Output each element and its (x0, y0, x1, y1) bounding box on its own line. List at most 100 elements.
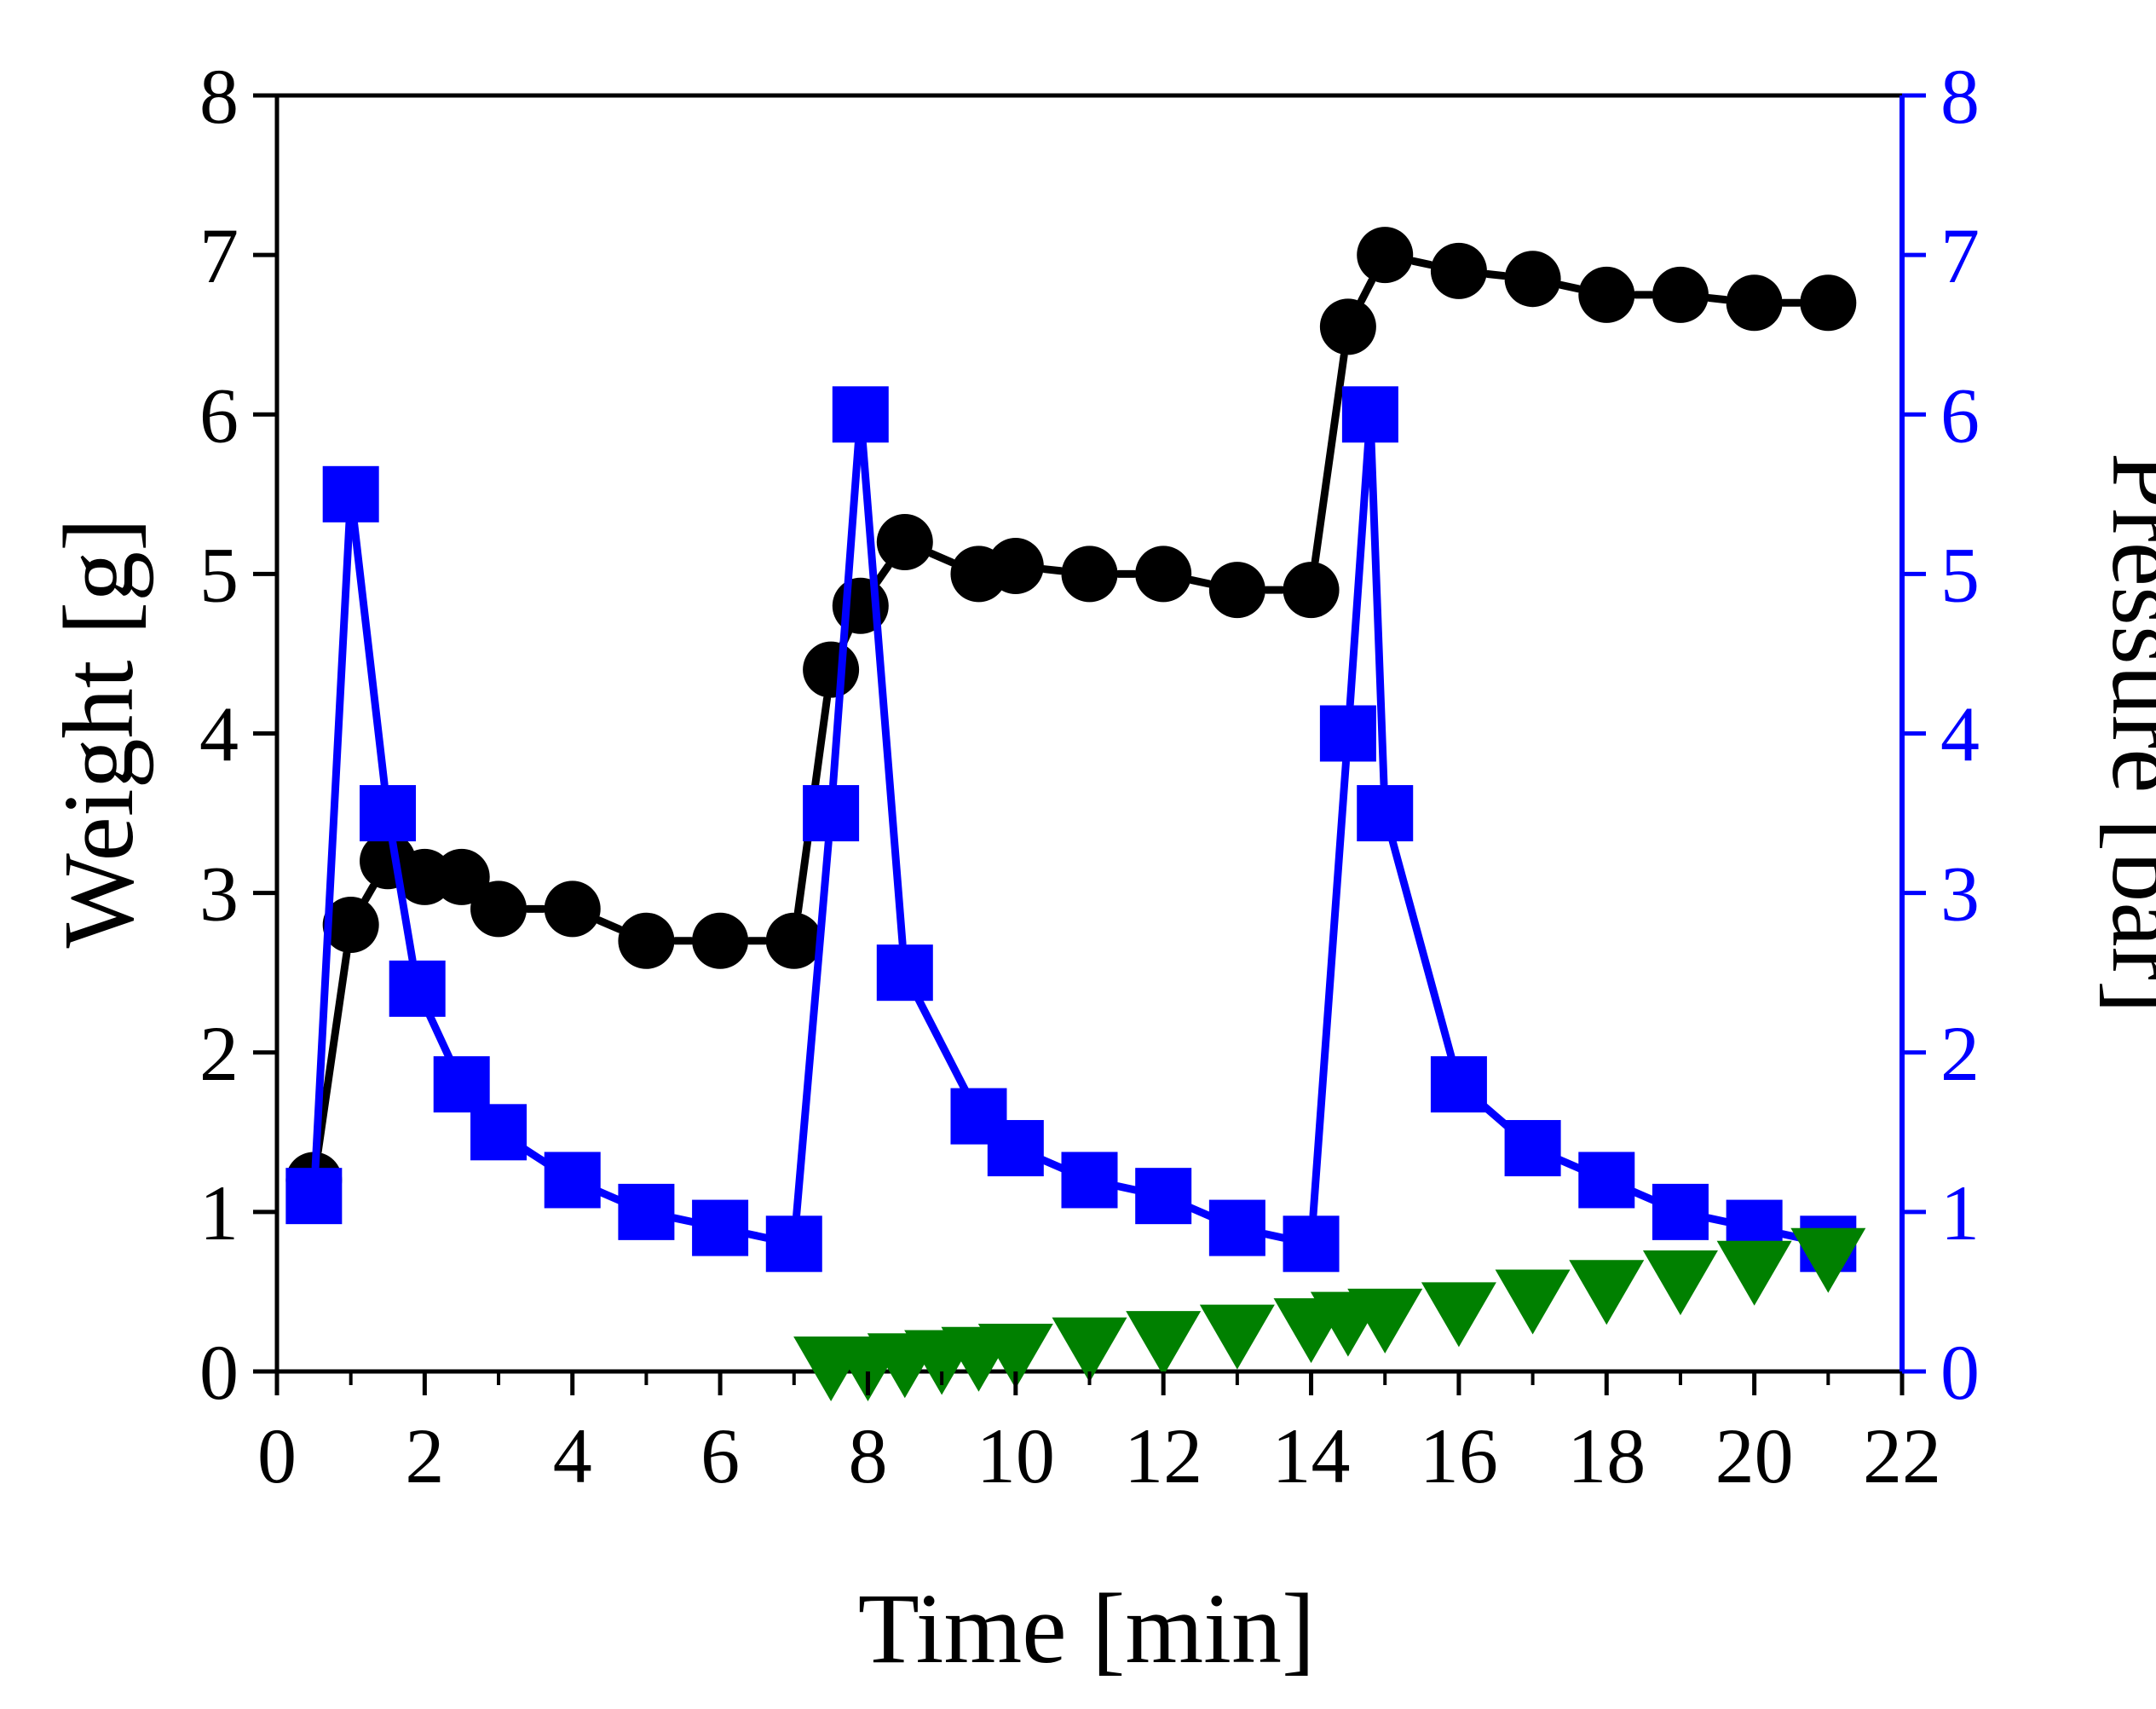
x-tick-label: 14 (1272, 1412, 1351, 1499)
pressure-line-segment (671, 1214, 696, 1226)
y-tick-label: 0 (199, 1329, 239, 1416)
pressure-point (1061, 1152, 1118, 1209)
pressure-line-segment (1114, 1182, 1139, 1194)
cumulative-weight-point (1569, 1260, 1645, 1325)
cumulative-weight-point (977, 1324, 1053, 1389)
weight-point (1578, 266, 1635, 323)
weight-line-segment (1557, 280, 1582, 293)
weight-line-segment (1484, 269, 1508, 280)
pressure-line-segment (595, 1187, 624, 1204)
pressure-point (765, 1215, 822, 1273)
y2-tick-label: 8 (1940, 53, 1980, 140)
y2-tick-label: 2 (1940, 1010, 1980, 1097)
weight-line-segment (361, 882, 378, 904)
weight-point (544, 880, 601, 938)
x-tick-label: 2 (405, 1412, 444, 1499)
y2-axis-title: Pressure [bar] (2091, 453, 2156, 1014)
weight-point (322, 897, 379, 954)
weight-line-segment (314, 950, 351, 1156)
pressure-point (832, 386, 889, 443)
weight-point (692, 912, 749, 969)
pressure-line-segment (350, 519, 389, 788)
weight-point (1800, 274, 1857, 332)
y-tick-label: 1 (199, 1169, 239, 1256)
pressure-line-segment (1388, 837, 1456, 1060)
y2-tick-label: 0 (1940, 1329, 1980, 1416)
weight-point (1283, 562, 1340, 619)
weight-point (987, 538, 1044, 595)
pressure-point (618, 1183, 675, 1240)
y2-tick-label: 6 (1940, 372, 1980, 459)
cumulative-weight-point (1347, 1288, 1423, 1354)
y-tick-label: 8 (199, 53, 239, 140)
pressure-point (389, 960, 446, 1017)
y-tick-label: 3 (199, 851, 239, 938)
pressure-line-segment (1555, 1156, 1584, 1173)
pressure-point (285, 1168, 343, 1225)
weight-line-segment (1041, 565, 1065, 575)
x-tick-label: 0 (257, 1412, 297, 1499)
weight-point (470, 880, 527, 938)
x-tick-label: 10 (977, 1412, 1055, 1499)
weight-line-segment (1311, 351, 1348, 565)
pressure-line-segment (744, 1230, 770, 1242)
pressure-point (470, 1104, 527, 1161)
pressure-line-segment (1261, 1230, 1287, 1242)
pressure-point (692, 1199, 749, 1256)
weight-point (1061, 546, 1118, 603)
y-tick-label: 2 (199, 1010, 239, 1097)
weight-point (1208, 562, 1265, 619)
pressure-point (322, 465, 379, 523)
pressure-line-segment (389, 838, 417, 964)
series-layer (285, 227, 1866, 1402)
y-tick-label: 7 (199, 212, 239, 299)
cumulative-weight-point (1126, 1311, 1202, 1377)
pressure-line-segment (1704, 1214, 1730, 1226)
pressure-point (1652, 1183, 1709, 1240)
weight-point (433, 848, 490, 905)
pressure-point (1430, 1056, 1487, 1113)
y2-tick-label: 7 (1940, 212, 1980, 299)
weight-line-segment (873, 562, 892, 586)
weight-point (1319, 298, 1376, 355)
y2-tick-label: 4 (1940, 691, 1980, 778)
y2-tick-label: 1 (1940, 1169, 1980, 1256)
pressure-line-segment (311, 519, 354, 1171)
x-tick-label: 8 (848, 1412, 887, 1499)
weight-line-segment (1187, 576, 1213, 588)
y-tick-label: 4 (199, 691, 239, 778)
weight-point (1726, 274, 1783, 332)
pressure-point (876, 944, 933, 1002)
pressure-line-segment (519, 1144, 552, 1169)
weight-line-segment (1705, 294, 1730, 304)
weight-point (618, 912, 675, 969)
x-tick-label: 12 (1124, 1412, 1202, 1499)
pressure-line-segment (914, 994, 970, 1094)
label-layer: Time [min] Weight [g] Pressure [bar] (43, 453, 2156, 1684)
weight-series (285, 227, 1857, 1209)
x-tick-label: 20 (1715, 1412, 1794, 1499)
weight-point (765, 912, 822, 969)
pressure-series (285, 386, 1857, 1273)
pressure-line-segment (1309, 758, 1350, 1219)
pressure-point (433, 1056, 490, 1113)
x-tick-label: 4 (553, 1412, 592, 1499)
weight-point (1357, 227, 1414, 284)
y-tick-label: 6 (199, 372, 239, 459)
pressure-line-segment (1629, 1187, 1658, 1204)
x-axis-title: Time [min] (858, 1573, 1316, 1684)
cumulative-weight-series (793, 1227, 1866, 1402)
x-tick-label: 22 (1863, 1412, 1941, 1499)
weight-point (803, 641, 860, 698)
pressure-point (1283, 1215, 1340, 1273)
weight-point (1135, 546, 1192, 603)
pressure-line-segment (1367, 439, 1388, 788)
pressure-line-segment (1346, 439, 1373, 709)
weight-line-segment (595, 916, 624, 933)
pressure-line-segment (1185, 1204, 1215, 1221)
pressure-point (360, 785, 417, 842)
cumulative-weight-point (1642, 1250, 1718, 1315)
pressure-point (1578, 1152, 1635, 1209)
